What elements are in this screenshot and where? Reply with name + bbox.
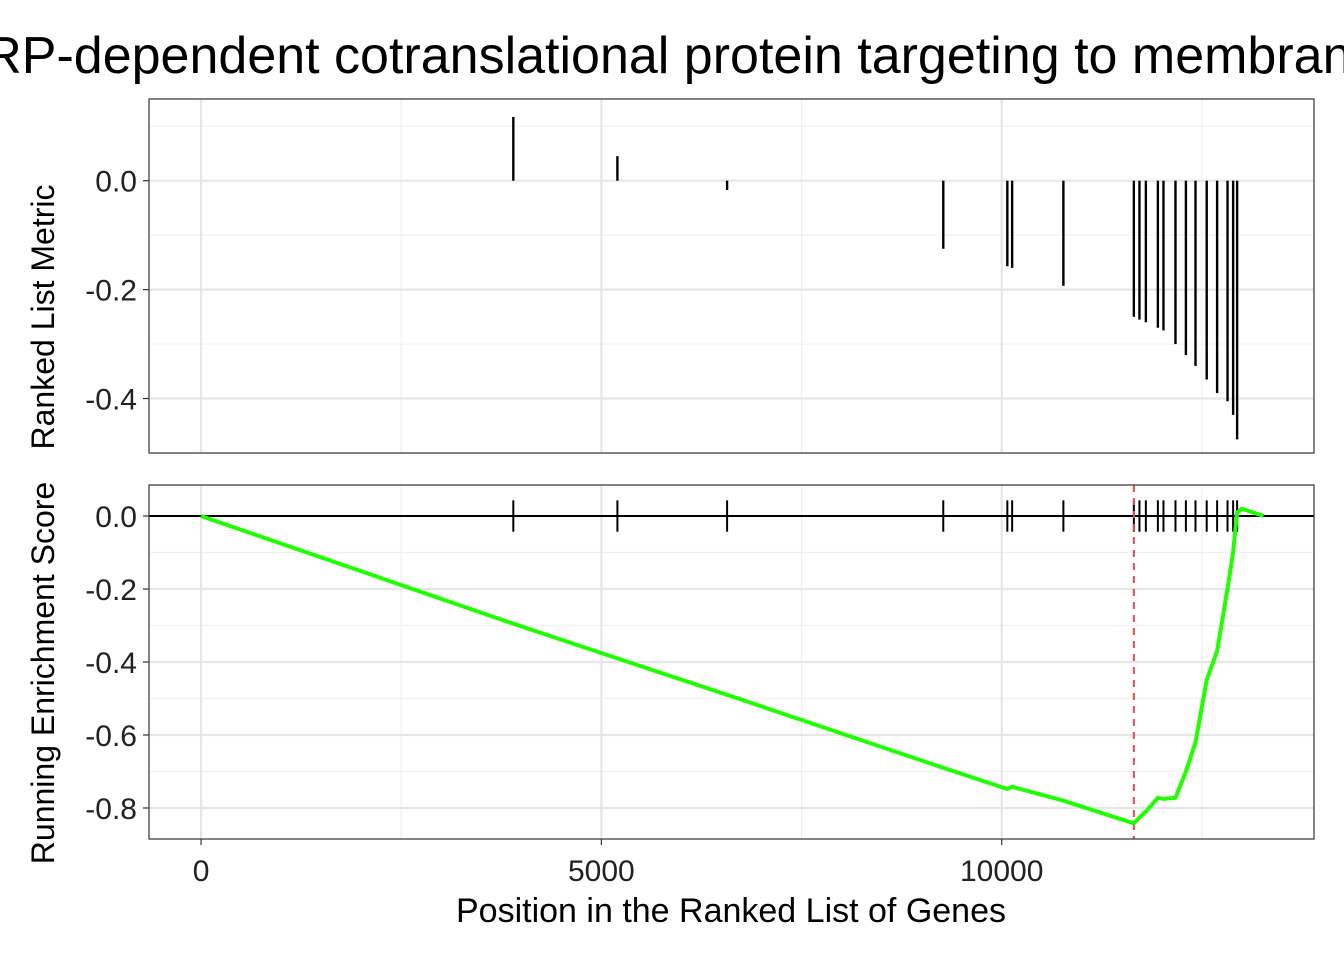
y-tick-label: -0.2 bbox=[85, 275, 137, 308]
ranked-metric-bars bbox=[512, 116, 1239, 440]
metric-bar bbox=[1010, 180, 1014, 268]
enrichment-score-y-axis: 0.0 -0.2 -0.4 -0.6 -0.8 bbox=[85, 501, 149, 826]
y-tick-label: -0.6 bbox=[85, 720, 137, 753]
chart-title: SRP-dependent cotranslational protein ta… bbox=[0, 27, 1344, 85]
metric-bar bbox=[1062, 180, 1065, 286]
enrichment-score-grid bbox=[149, 485, 1314, 839]
y-tick-label: 0.0 bbox=[95, 166, 137, 199]
metric-bar bbox=[1162, 180, 1165, 331]
metric-bar bbox=[1156, 180, 1160, 328]
ranked-metric-panel: 0.0 -0.2 -0.4 bbox=[85, 98, 1315, 454]
metric-bar bbox=[725, 180, 729, 190]
metric-bar bbox=[1226, 180, 1229, 402]
y-axis-title-top: Ranked List Metric bbox=[25, 185, 61, 450]
metric-bar bbox=[512, 116, 515, 181]
y-tick-label: 0.0 bbox=[95, 501, 137, 534]
y-tick-label: -0.4 bbox=[85, 647, 137, 680]
metric-bar bbox=[1132, 180, 1136, 317]
metric-bar bbox=[1215, 180, 1219, 394]
metric-bar bbox=[942, 180, 945, 249]
y-tick-label: -0.2 bbox=[85, 574, 137, 607]
x-tick-label: 0 bbox=[193, 855, 210, 888]
y-tick-label: -0.8 bbox=[85, 793, 137, 826]
metric-bar bbox=[616, 156, 619, 181]
ranked-metric-grid bbox=[149, 99, 1314, 453]
metric-bar bbox=[1006, 180, 1009, 267]
x-axis-title: Position in the Ranked List of Genes bbox=[456, 892, 1006, 930]
metric-bar bbox=[1235, 180, 1239, 440]
metric-bar bbox=[1205, 180, 1208, 380]
metric-bar bbox=[1144, 180, 1148, 323]
x-tick-label: 5000 bbox=[568, 855, 635, 888]
metric-bar bbox=[1231, 180, 1235, 415]
metric-bar bbox=[1138, 180, 1141, 320]
metric-bar bbox=[1194, 180, 1197, 366]
y-tick-label: -0.4 bbox=[85, 384, 137, 417]
x-axis: 0 5000 10000 bbox=[193, 839, 1043, 888]
y-axis-title-bottom: Running Enrichment Score bbox=[25, 482, 61, 864]
metric-bar bbox=[1174, 180, 1177, 345]
ranked-metric-panel-border bbox=[148, 98, 1315, 454]
enrichment-score-panel: 0.0 -0.2 -0.4 -0.6 -0.8 bbox=[85, 484, 1315, 840]
ranked-metric-y-axis: 0.0 -0.2 -0.4 bbox=[85, 166, 149, 417]
enrichment-score-line bbox=[200, 506, 1265, 826]
metric-bar bbox=[1184, 180, 1188, 355]
gene-hit-ticks bbox=[512, 500, 1239, 532]
x-tick-label: 10000 bbox=[960, 855, 1043, 888]
